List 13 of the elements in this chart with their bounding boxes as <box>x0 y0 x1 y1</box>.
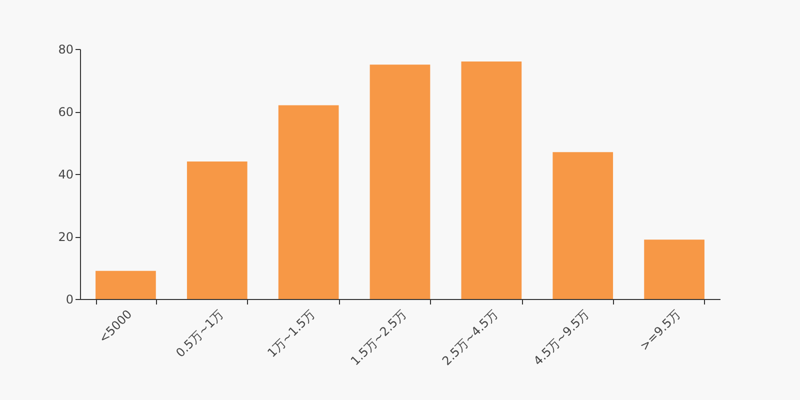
y-tick-label: 40 <box>58 168 74 182</box>
y-tick-label: 20 <box>58 230 74 244</box>
bar <box>96 270 156 299</box>
bar <box>552 152 614 299</box>
x-tick-label: 0.5万~1万 <box>173 307 226 360</box>
y-tick-label: 0 <box>66 292 74 306</box>
bar <box>186 162 248 299</box>
bar <box>370 64 430 299</box>
bar <box>644 240 704 299</box>
y-tick-label: 80 <box>58 42 74 56</box>
y-tick-label: 60 <box>58 105 74 119</box>
bar <box>461 62 522 299</box>
bar <box>278 105 339 299</box>
